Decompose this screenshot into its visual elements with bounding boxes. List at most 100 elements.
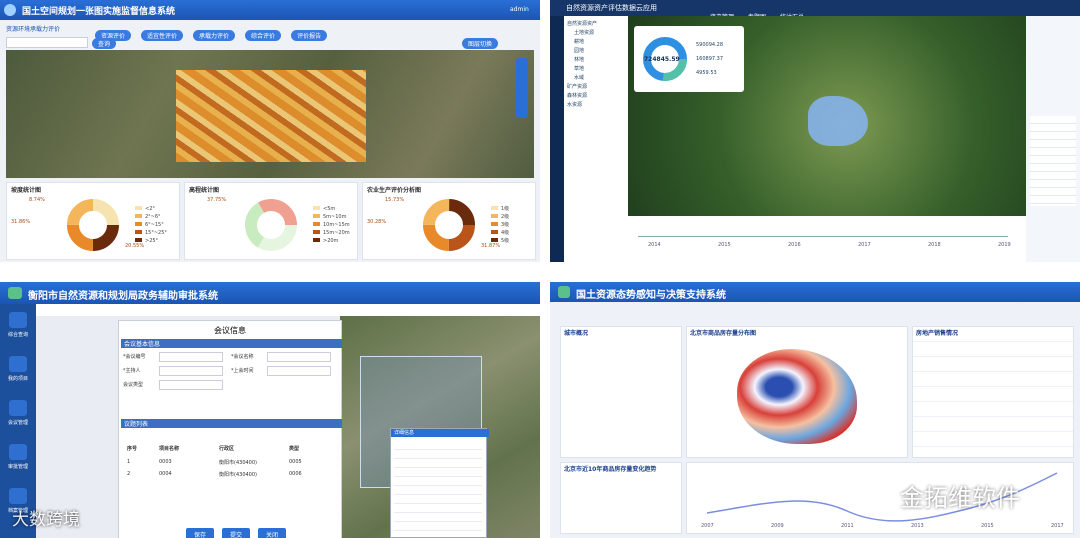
legend-item: 5m~10m (313, 213, 350, 221)
user: admin (510, 6, 529, 13)
donut-segment (245, 199, 297, 251)
table-header: 行政区 (219, 446, 235, 452)
year-label: 2017 (858, 242, 871, 248)
button[interactable]: 关闭 (258, 528, 287, 538)
percent-label: 31.87% (481, 243, 501, 249)
donut-segment (423, 199, 475, 251)
card (560, 326, 682, 458)
year-label: 2015 (718, 242, 731, 248)
sidebar-label: 我的项目 (7, 376, 28, 382)
title: 国土资源态势感知与决策支持系统 (576, 290, 726, 301)
percent-label: 30.28% (367, 219, 387, 225)
tree-item: 草地 (574, 66, 585, 72)
sidebar-label: 综合查询 (7, 332, 28, 338)
year-label: 2014 (648, 242, 661, 248)
legend-item: 15°~25° (135, 229, 167, 237)
tab[interactable]: 承载力评价 (193, 30, 236, 41)
donut-segment (67, 199, 119, 251)
breadcrumb: 资源环境承载力评价 (6, 26, 61, 33)
popup-value: 4959.53 (696, 70, 717, 76)
legend-item: 6°~15° (135, 221, 167, 229)
field-input (267, 366, 331, 376)
popup-table (394, 441, 482, 531)
timeline-axis (638, 236, 1008, 237)
search-box[interactable] (6, 37, 88, 48)
button[interactable]: 保存 (186, 528, 215, 538)
highlight-region (808, 96, 868, 146)
percent-label: 8.74% (29, 197, 45, 203)
popup-title: 详细信息 (391, 429, 489, 437)
logo (8, 287, 22, 299)
field-input (159, 380, 223, 390)
panel-approval: 衡阳市自然资源和规划局政务辅助审批系统 综合查询 我的项目 会议管理 审批管理 档案管理… (0, 282, 540, 538)
search-button[interactable]: 查询 (92, 38, 117, 49)
popup-items: 590094.28 160897.37 4959.53 (696, 38, 723, 80)
popup: 详细信息 (390, 428, 489, 538)
donut-segment (67, 199, 119, 251)
sidebar (550, 16, 564, 262)
field-input (159, 352, 223, 362)
donut (423, 199, 475, 251)
title: 国土空间规划一张图实施监督信息系统 (22, 7, 176, 17)
panel-decision: 国土资源态势感知与决策支持系统 2007 2009 2011 2013 2015 2017… (550, 282, 1080, 538)
donut-segment (67, 199, 119, 251)
year-label: 2016 (788, 242, 801, 248)
table-cell: 0005 (289, 459, 302, 465)
sidebar-icon (9, 312, 27, 328)
field-input (267, 352, 331, 362)
sidebar-icon (9, 400, 27, 416)
tab[interactable]: 综合评价 (245, 30, 282, 41)
table-header: 序号 (127, 446, 138, 452)
buttons: 保存 提交 关闭 (186, 522, 294, 538)
table-header: 项目名称 (159, 446, 180, 452)
map-tools (516, 58, 528, 118)
field-label: *主持人 (123, 368, 141, 374)
field-input (159, 366, 223, 376)
legend-item: >25° (135, 237, 167, 245)
table-cell: 衡阳市(430400) (219, 472, 257, 478)
legend-item: 2°~6° (135, 213, 167, 221)
chart-title: 农业生产评价分析图 (367, 187, 422, 194)
panel-assets: 自然资源资产评估数据云应用 资产管理专题图统计汇总 自然资源资产土地资源耕地园地… (550, 0, 1080, 262)
heatmap (737, 349, 857, 444)
year-label: 2017 (1051, 523, 1064, 529)
sidebar-icon (9, 444, 27, 460)
section: 会议基本信息 (121, 339, 342, 348)
percent-label: 15.73% (385, 197, 405, 203)
table-cell: 衡阳市(430400) (219, 460, 257, 466)
legend: <2° 2°~6° 6°~15° 15°~25° >25° (135, 205, 167, 245)
chart-title: 高程统计图 (189, 187, 220, 194)
panel-title: 城市概况 (564, 330, 589, 337)
title: 衡阳市自然资源和规划局政务辅助审批系统 (28, 291, 218, 302)
tree-item: 园地 (574, 48, 585, 54)
layer-button[interactable]: 图层切换 (462, 38, 499, 49)
header: 国土资源态势感知与决策支持系统 (550, 282, 1080, 302)
tab[interactable]: 评价报告 (291, 30, 328, 41)
panel-title: 北京市商品房存量分布图 (690, 330, 757, 337)
header: 衡阳市自然资源和规划局政务辅助审批系统 (0, 282, 540, 304)
donut-segment (423, 199, 475, 251)
year-label: 2018 (928, 242, 941, 248)
year-label: 2011 (841, 523, 854, 529)
year-label: 2015 (981, 523, 994, 529)
popup-total: 724845.59 (644, 56, 680, 63)
donut (245, 199, 297, 251)
tab[interactable]: 资源评价 (95, 30, 132, 41)
watermark: 金拓维软件 (900, 484, 1020, 512)
logo (4, 4, 16, 16)
legend-item: 15m~20m (313, 229, 350, 237)
field-label: 会议类型 (123, 382, 144, 388)
sidebar: 综合查询 我的项目 会议管理 审批管理 档案管理 (0, 304, 36, 538)
header: 自然资源资产评估数据云应用 资产管理专题图统计汇总 (550, 0, 1080, 21)
donut (67, 199, 119, 251)
tree-item: 土地资源 (574, 30, 595, 36)
dialog: 会议信息 会议基本信息 *会议编号 *会议名称 *主持人 *上会时间 会议类型 议题列表… (118, 320, 342, 538)
year-label: 2019 (998, 242, 1011, 248)
tab[interactable]: 适宜性评价 (141, 30, 184, 41)
table-cell: 0006 (289, 471, 302, 477)
field-label: *上会时间 (231, 368, 254, 374)
map: 2014 2015 2016 2017 2018 2019 (628, 16, 1026, 262)
legend-item: 10m~15m (313, 221, 350, 229)
button[interactable]: 提交 (222, 528, 251, 538)
